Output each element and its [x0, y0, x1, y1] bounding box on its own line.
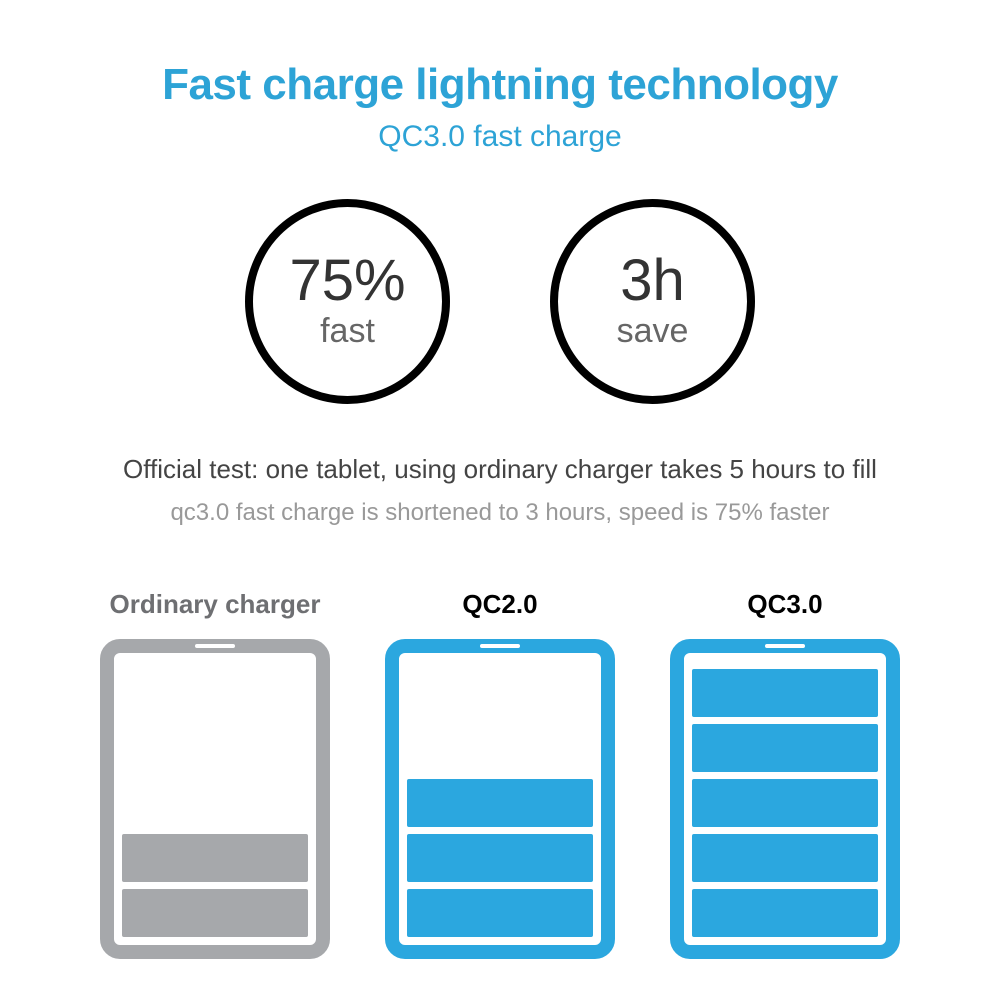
- charge-bar: [692, 834, 878, 882]
- charge-bar: [692, 724, 878, 772]
- stat-circle-save: 3h save: [550, 199, 755, 404]
- charge-bar: [692, 669, 878, 717]
- stat-label: fast: [320, 312, 375, 351]
- stat-circle-fast: 75% fast: [245, 199, 450, 404]
- charge-bar: [122, 834, 308, 882]
- stat-value: 75%: [289, 252, 405, 310]
- stat-circles-row: 75% fast 3h save: [245, 199, 755, 404]
- tablet-col-qc30: QC3.0: [670, 587, 900, 959]
- charge-bar: [407, 834, 593, 882]
- main-title: Fast charge lightning technology: [162, 60, 838, 110]
- charge-bar: [692, 889, 878, 937]
- description-block: Official test: one tablet, using ordinar…: [123, 454, 877, 527]
- tablet-icon: [385, 639, 615, 959]
- tablet-col-qc20: QC2.0: [385, 587, 615, 959]
- tablet-label: QC2.0: [462, 587, 537, 621]
- stat-value: 3h: [620, 252, 685, 310]
- subtitle: QC3.0 fast charge: [378, 120, 621, 154]
- tablet-comparison-row: Ordinary charger QC2.0 QC3.0: [100, 587, 900, 959]
- stat-label: save: [617, 312, 689, 351]
- description-line-1: Official test: one tablet, using ordinar…: [123, 454, 877, 485]
- charge-bar: [122, 889, 308, 937]
- tablet-col-ordinary: Ordinary charger: [100, 587, 330, 959]
- charge-bar: [407, 779, 593, 827]
- tablet-label: QC3.0: [747, 587, 822, 621]
- tablet-icon: [670, 639, 900, 959]
- tablet-label: Ordinary charger: [110, 587, 321, 621]
- description-line-2: qc3.0 fast charge is shortened to 3 hour…: [123, 499, 877, 527]
- charge-bar: [407, 889, 593, 937]
- charge-bar: [692, 779, 878, 827]
- tablet-icon: [100, 639, 330, 959]
